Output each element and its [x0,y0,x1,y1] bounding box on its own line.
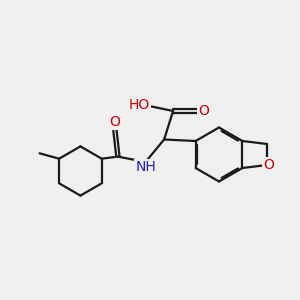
Text: NH: NH [135,160,156,174]
Text: O: O [198,104,209,118]
Text: O: O [110,115,120,129]
Text: HO: HO [128,98,149,112]
Text: O: O [263,158,274,172]
